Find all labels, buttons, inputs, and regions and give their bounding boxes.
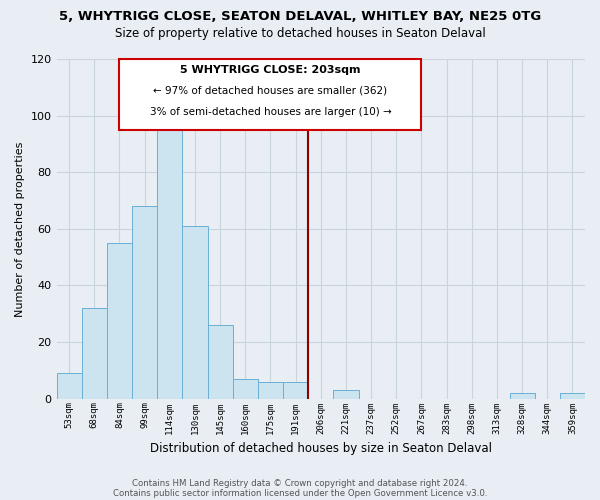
Bar — [258, 382, 283, 398]
Bar — [56, 373, 82, 398]
Bar — [132, 206, 157, 398]
Y-axis label: Number of detached properties: Number of detached properties — [15, 141, 25, 316]
Bar — [157, 124, 182, 398]
Bar — [334, 390, 359, 398]
Bar — [233, 379, 258, 398]
Text: 3% of semi-detached houses are larger (10) →: 3% of semi-detached houses are larger (1… — [149, 107, 391, 117]
Bar — [283, 382, 308, 398]
Text: 5, WHYTRIGG CLOSE, SEATON DELAVAL, WHITLEY BAY, NE25 0TG: 5, WHYTRIGG CLOSE, SEATON DELAVAL, WHITL… — [59, 10, 541, 23]
Bar — [560, 393, 585, 398]
Text: 5 WHYTRIGG CLOSE: 203sqm: 5 WHYTRIGG CLOSE: 203sqm — [180, 64, 361, 74]
Bar — [208, 325, 233, 398]
Bar — [82, 308, 107, 398]
Text: Size of property relative to detached houses in Seaton Delaval: Size of property relative to detached ho… — [115, 28, 485, 40]
Bar — [107, 243, 132, 398]
FancyBboxPatch shape — [119, 59, 421, 130]
X-axis label: Distribution of detached houses by size in Seaton Delaval: Distribution of detached houses by size … — [150, 442, 492, 455]
Text: ← 97% of detached houses are smaller (362): ← 97% of detached houses are smaller (36… — [154, 86, 388, 96]
Bar — [182, 226, 208, 398]
Bar — [509, 393, 535, 398]
Text: Contains HM Land Registry data © Crown copyright and database right 2024.: Contains HM Land Registry data © Crown c… — [132, 478, 468, 488]
Text: Contains public sector information licensed under the Open Government Licence v3: Contains public sector information licen… — [113, 488, 487, 498]
